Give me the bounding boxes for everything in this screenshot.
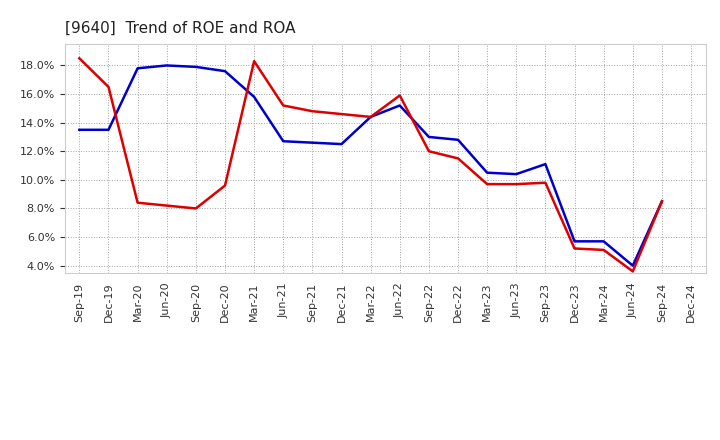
- ROE: [279, 103, 287, 108]
- ROA: [454, 137, 462, 143]
- ROA: [192, 64, 200, 70]
- ROA: [308, 140, 317, 145]
- ROA: [570, 238, 579, 244]
- ROE: [512, 181, 521, 187]
- ROA: [366, 114, 375, 120]
- ROA: [425, 134, 433, 139]
- ROA: [279, 139, 287, 144]
- ROA: [220, 69, 229, 74]
- ROE: [570, 246, 579, 251]
- ROE: [308, 109, 317, 114]
- ROE: [599, 247, 608, 253]
- ROE: [454, 156, 462, 161]
- ROE: [75, 55, 84, 61]
- ROE: [337, 111, 346, 117]
- ROA: [541, 161, 550, 167]
- Text: [9640]  Trend of ROE and ROA: [9640] Trend of ROE and ROA: [65, 21, 295, 36]
- ROE: [629, 269, 637, 274]
- ROA: [337, 141, 346, 147]
- ROE: [163, 203, 171, 208]
- ROE: [425, 149, 433, 154]
- ROE: [657, 198, 666, 204]
- ROA: [104, 127, 113, 132]
- ROE: [104, 84, 113, 90]
- ROA: [250, 94, 258, 99]
- ROA: [395, 103, 404, 108]
- ROA: [599, 238, 608, 244]
- Line: ROE: ROE: [79, 58, 662, 271]
- ROE: [395, 93, 404, 98]
- ROE: [192, 206, 200, 211]
- ROA: [657, 198, 666, 204]
- ROE: [250, 59, 258, 64]
- ROA: [483, 170, 492, 175]
- Line: ROA: ROA: [79, 66, 662, 266]
- ROA: [512, 172, 521, 177]
- ROE: [483, 181, 492, 187]
- ROE: [220, 183, 229, 188]
- ROA: [163, 63, 171, 68]
- ROE: [541, 180, 550, 185]
- ROA: [75, 127, 84, 132]
- ROA: [629, 263, 637, 268]
- ROA: [133, 66, 142, 71]
- ROE: [366, 114, 375, 120]
- ROE: [133, 200, 142, 205]
